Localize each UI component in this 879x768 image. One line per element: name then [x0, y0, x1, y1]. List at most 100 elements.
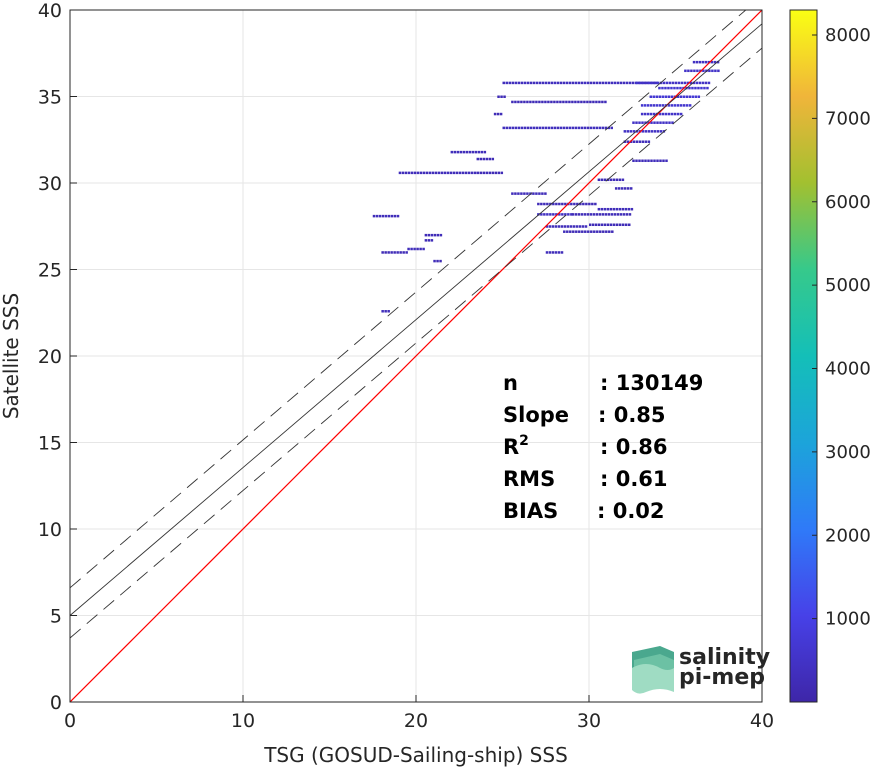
density-point [623, 187, 627, 190]
density-point [517, 126, 520, 130]
density-point [644, 159, 647, 163]
density-point [706, 86, 709, 90]
density-point [692, 60, 696, 64]
density-point [604, 213, 608, 216]
density-point [583, 100, 586, 104]
density-point [572, 225, 576, 228]
density-point [646, 104, 650, 107]
density-point [562, 100, 565, 104]
density-point [710, 60, 714, 64]
y-tick-label: 35 [38, 87, 62, 109]
density-point [433, 233, 437, 237]
density-point [692, 81, 696, 85]
density-point [535, 192, 538, 195]
density-point [520, 100, 523, 104]
density-point [550, 100, 553, 104]
density-point [413, 171, 417, 175]
density-point [526, 192, 529, 195]
density-point [384, 214, 388, 218]
density-point [658, 95, 662, 98]
density-point [565, 100, 568, 104]
density-point [716, 60, 720, 64]
y-tick-label: 30 [38, 173, 62, 195]
density-point [711, 69, 714, 73]
density-point [563, 230, 566, 233]
density-point [664, 95, 668, 98]
density-point [664, 112, 668, 116]
density-point [607, 213, 611, 216]
density-point [387, 214, 391, 218]
colorbar-tick-label: 7000 [825, 108, 871, 129]
density-point [717, 69, 720, 73]
density-point [643, 104, 647, 107]
density-point [514, 81, 517, 85]
density-point [693, 69, 696, 73]
x-tick-label: 30 [577, 710, 601, 732]
density-point [585, 202, 588, 206]
density-point [622, 213, 626, 216]
stat-label: R2 [503, 433, 529, 459]
density-point [601, 100, 604, 104]
density-point [626, 187, 630, 190]
density-point [474, 150, 478, 154]
y-tick-label: 10 [38, 519, 62, 541]
density-point [629, 187, 633, 190]
density-point [491, 171, 495, 175]
density-point [465, 150, 469, 154]
density-point [632, 121, 635, 124]
density-point [695, 60, 699, 64]
density-point [572, 230, 575, 233]
x-tick-label: 0 [64, 710, 76, 732]
density-point [496, 112, 500, 116]
density-point [688, 95, 692, 98]
salinity-pi-mep-logo: salinity pi-mep [632, 645, 770, 694]
density-point [616, 81, 619, 85]
density-point [410, 247, 413, 251]
density-point [644, 140, 648, 143]
density-point [553, 126, 556, 130]
density-point [468, 150, 472, 154]
density-point [638, 121, 641, 124]
density-point [649, 104, 653, 107]
density-point [529, 81, 532, 85]
density-point [416, 247, 419, 251]
density-point [653, 121, 656, 124]
density-point [560, 251, 564, 254]
density-point [554, 251, 558, 254]
density-point [667, 104, 671, 107]
density-point [404, 171, 408, 175]
density-point [627, 207, 631, 211]
density-point [581, 230, 584, 233]
density-point [571, 81, 574, 85]
density-point [673, 112, 677, 116]
density-point [544, 81, 547, 85]
density-point [584, 230, 587, 233]
density-point [600, 207, 604, 211]
density-point [690, 69, 693, 73]
density-point [640, 104, 644, 107]
density-point [707, 81, 711, 85]
density-point [665, 159, 668, 163]
density-point [467, 171, 471, 175]
density-point [491, 157, 495, 161]
density-point [652, 104, 656, 107]
density-point [436, 259, 439, 263]
density-point [704, 60, 708, 64]
density-point [407, 247, 410, 251]
density-point [541, 81, 544, 85]
density-point [375, 214, 379, 218]
density-point [588, 202, 591, 206]
density-point [483, 150, 487, 154]
density-point [428, 171, 432, 175]
density-point [655, 104, 659, 107]
x-tick-label: 40 [750, 710, 774, 732]
stat-value: : 0.86 [600, 435, 668, 459]
density-point [625, 223, 628, 227]
density-point [540, 202, 543, 206]
stat-value: : 0.61 [600, 467, 668, 491]
density-point [537, 213, 540, 216]
density-point [485, 171, 489, 175]
density-point [597, 178, 601, 182]
density-point [595, 100, 598, 104]
density-point [544, 192, 547, 195]
